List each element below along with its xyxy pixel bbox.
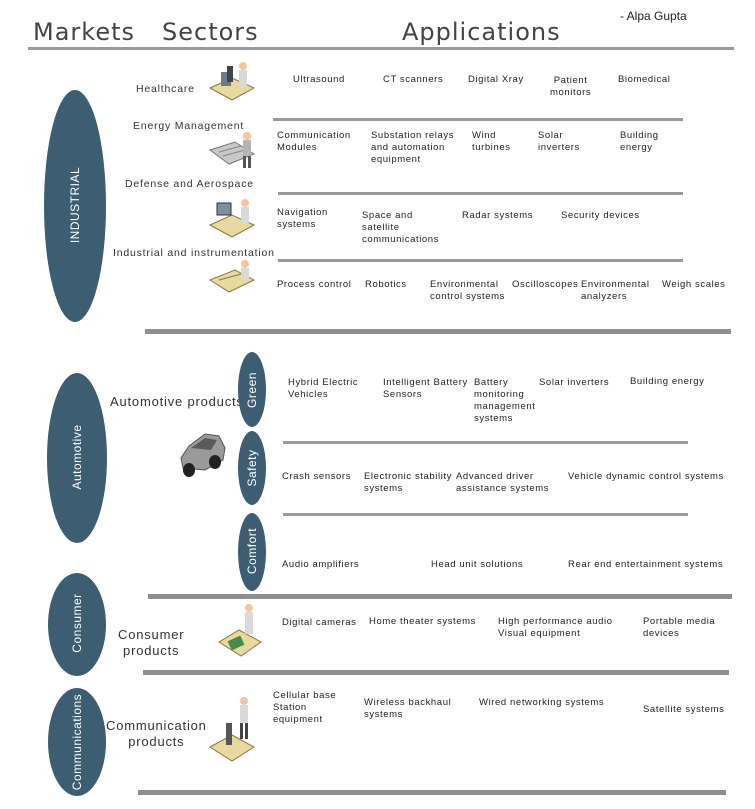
app-cellular-base-station: Cellular base Station equipment bbox=[273, 690, 337, 725]
app-battery-monitoring: Battery monitoring management systems bbox=[474, 377, 536, 424]
communications-workstation-icon bbox=[209, 697, 255, 762]
app-electronic-stability: Electronic stability systems bbox=[364, 471, 453, 494]
app-wind-turbines: Wind turbines bbox=[472, 130, 511, 153]
app-patient-monitors: Patient monitors bbox=[550, 75, 592, 98]
app-ultrasound: Ultrasound bbox=[293, 74, 345, 85]
app-crash-sensors: Crash sensors bbox=[282, 471, 352, 482]
markets-heading: Markets bbox=[33, 18, 136, 46]
app-space-satellite: Space and satellite communications bbox=[362, 210, 440, 245]
app-digital-xray: Digital Xray bbox=[468, 74, 524, 85]
app-solar-inverters: Solar inverters bbox=[538, 130, 580, 153]
green-divider bbox=[283, 441, 688, 444]
app-vehicle-dynamic-control: Vehicle dynamic control systems bbox=[568, 471, 724, 482]
green-label: Green bbox=[245, 372, 259, 408]
sector-automotive-products: Automotive products bbox=[110, 394, 244, 409]
applications-heading: Applications bbox=[402, 18, 561, 46]
app-intelligent-battery-sensors: Intelligent Battery Sensors bbox=[383, 377, 468, 400]
app-home-theater: Home theater systems bbox=[369, 616, 477, 627]
safety-label: Safety bbox=[245, 449, 259, 487]
app-robotics: Robotics bbox=[365, 279, 407, 290]
consumer-workstation-icon bbox=[218, 604, 262, 657]
automotive-market-label: Automotive bbox=[70, 424, 84, 490]
sector-defense-aerospace: Defense and Aerospace bbox=[125, 178, 254, 190]
app-audio-amplifiers: Audio amplifiers bbox=[282, 559, 360, 570]
consumer-market-ellipse bbox=[48, 573, 106, 676]
header-divider bbox=[28, 47, 734, 50]
app-process-control: Process control bbox=[277, 279, 352, 290]
app-ct-scanners: CT scanners bbox=[383, 74, 444, 85]
app-environmental-control: Environmental control systems bbox=[430, 279, 505, 302]
app-environmental-analyzers: Environmental analyzers bbox=[581, 279, 650, 302]
app-weigh-scales: Weigh scales bbox=[662, 279, 726, 290]
app-navigation-systems: Navigation systems bbox=[277, 207, 328, 230]
app-wireless-backhaul: Wireless backhaul systems bbox=[364, 697, 452, 720]
defense-divider bbox=[278, 259, 683, 262]
industrial-market-label: INDUSTRIAL bbox=[68, 166, 82, 244]
app-security-devices: Security devices bbox=[561, 210, 640, 221]
sector-communication-products: Communication products bbox=[106, 718, 207, 749]
app-radar-systems: Radar systems bbox=[462, 210, 534, 221]
defense-workstation-icon bbox=[208, 199, 256, 238]
app-advanced-driver-assistance: Advanced driver assistance systems bbox=[456, 471, 550, 494]
sector-consumer-products: Consumer products bbox=[118, 627, 185, 658]
sectors-heading: Sectors bbox=[162, 18, 259, 46]
app-wired-networking: Wired networking systems bbox=[479, 697, 605, 708]
app-substation-relays: Substation relays and automation equipme… bbox=[371, 130, 455, 165]
app-building-energy: Building energy bbox=[620, 130, 659, 153]
comfort-ellipse bbox=[238, 513, 266, 591]
app-oscilloscopes: Oscilloscopes bbox=[512, 279, 579, 290]
app-portable-media: Portable media devices bbox=[643, 616, 716, 639]
app-rear-end-entertainment: Rear end entertainment systems bbox=[568, 559, 724, 570]
consumer-market-label: Consumer bbox=[70, 593, 84, 653]
healthcare-workstation-icon bbox=[208, 62, 256, 101]
app-head-unit-solutions: Head unit solutions bbox=[431, 559, 524, 570]
communications-market-ellipse bbox=[48, 688, 106, 796]
sector-healthcare: Healthcare bbox=[136, 83, 195, 95]
author-credit: - Alpa Gupta bbox=[620, 9, 687, 23]
app-solar-inverters-auto: Solar inverters bbox=[539, 377, 610, 388]
green-ellipse bbox=[238, 352, 266, 427]
app-building-energy-auto: Building energy bbox=[630, 376, 705, 387]
app-biomedical: Biomedical bbox=[618, 74, 671, 85]
healthcare-divider bbox=[273, 118, 683, 121]
app-hybrid-electric-vehicles: Hybrid Electric Vehicles bbox=[288, 377, 359, 400]
industrial-market-ellipse bbox=[44, 90, 106, 322]
automotive-market-ellipse bbox=[47, 373, 107, 543]
sector-energy-management: Energy Management bbox=[133, 120, 245, 132]
app-digital-cameras: Digital cameras bbox=[282, 617, 357, 628]
safety-divider bbox=[283, 513, 688, 516]
communications-section-divider bbox=[138, 790, 726, 795]
instrumentation-workstation-icon bbox=[208, 260, 256, 293]
consumer-section-divider bbox=[143, 670, 729, 675]
app-satellite-systems: Satellite systems bbox=[643, 704, 725, 715]
communications-market-label: Communications bbox=[70, 693, 84, 791]
sector-industrial-instrumentation: Industrial and instrumentation bbox=[113, 247, 275, 259]
app-high-performance-audio: High performance audio Visual equipment bbox=[498, 616, 613, 639]
app-communication-modules: Communication Modules bbox=[277, 130, 351, 153]
automotive-section-divider bbox=[148, 594, 732, 599]
safety-ellipse bbox=[238, 431, 266, 505]
industrial-section-divider bbox=[145, 329, 731, 334]
energy-divider bbox=[278, 192, 683, 195]
comfort-label: Comfort bbox=[245, 527, 259, 575]
energy-workstation-icon bbox=[208, 132, 256, 168]
car-icon bbox=[180, 433, 226, 477]
